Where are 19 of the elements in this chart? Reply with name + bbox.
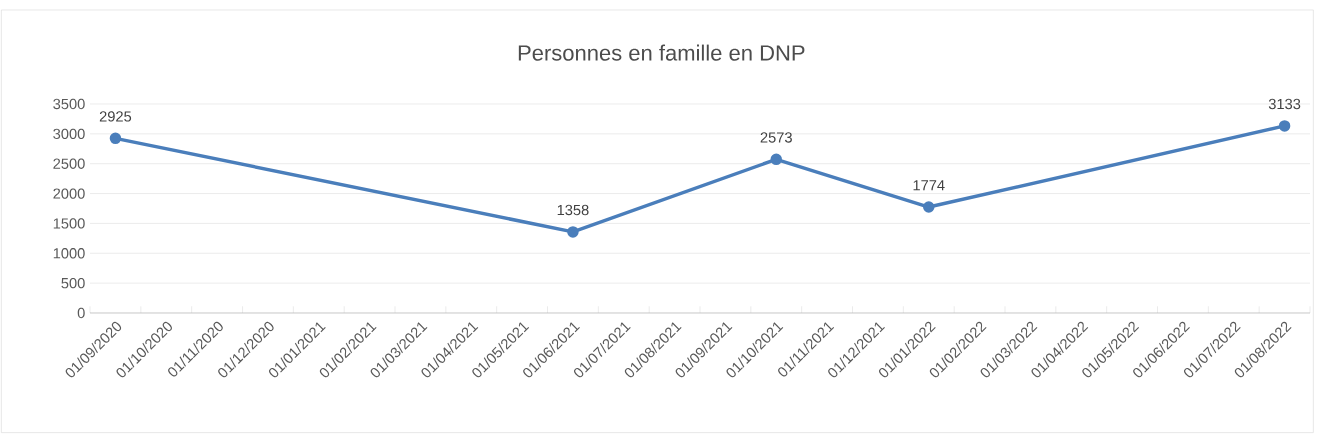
y-tick-label: 3500 [53,98,85,110]
y-tick-label: 2000 [53,188,85,199]
point [109,132,122,145]
data-label: 2573 [760,132,792,143]
data-label: 1358 [557,204,589,216]
point [1278,120,1291,132]
point [923,201,935,213]
chart-title: Personnes en famille en DNP [518,44,805,61]
y-tick-label: 3000 [53,128,85,140]
y-tick-label: 1500 [53,218,85,229]
y-tick-label: 2500 [53,158,85,169]
y-tick-label: 0 [77,307,85,319]
data-label: 3133 [1268,98,1301,110]
data-label: 2925 [99,111,132,122]
point [567,226,579,238]
y-tick-label: 1000 [53,248,85,259]
point [770,153,782,166]
y-tick-label: 500 [61,277,85,289]
data-label: 1774 [913,180,945,191]
